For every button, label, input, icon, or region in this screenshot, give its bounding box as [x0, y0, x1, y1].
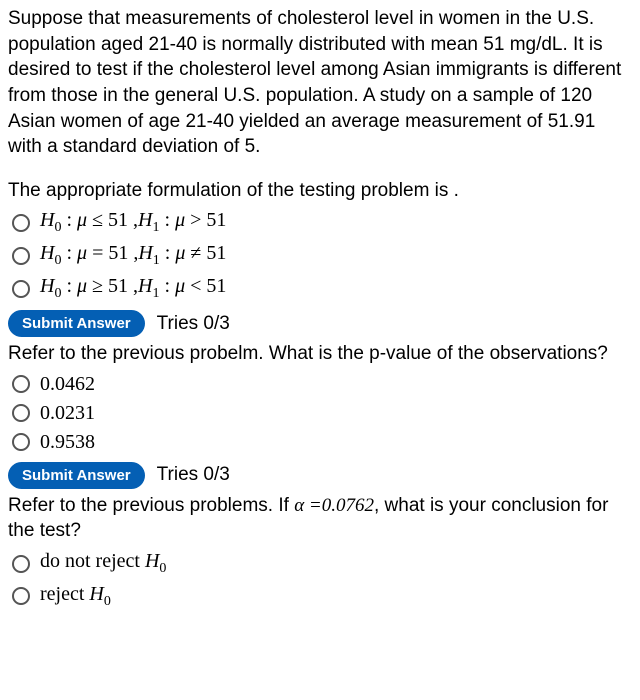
- q1-tries: Tries 0/3: [157, 311, 230, 337]
- q2-option-3[interactable]: 0.9538: [8, 429, 632, 456]
- q3-option-1[interactable]: do not reject H0: [8, 548, 632, 579]
- problem-intro: Suppose that measurements of cholesterol…: [8, 6, 632, 160]
- radio-icon: [12, 214, 30, 232]
- q1-submit-row: Submit Answer Tries 0/3: [8, 310, 632, 337]
- q2-prompt: Refer to the previous probelm. What is t…: [8, 341, 632, 367]
- q1-prompt: The appropriate formulation of the testi…: [8, 178, 632, 204]
- radio-icon: [12, 404, 30, 422]
- q1-submit-button[interactable]: Submit Answer: [8, 310, 145, 337]
- q2-tries: Tries 0/3: [157, 462, 230, 488]
- radio-icon: [12, 280, 30, 298]
- q3-prompt: Refer to the previous problems. If α =0.…: [8, 493, 632, 544]
- q2-option-2[interactable]: 0.0231: [8, 400, 632, 427]
- radio-icon: [12, 433, 30, 451]
- q2-option-1[interactable]: 0.0462: [8, 371, 632, 398]
- q1-option-2[interactable]: H0 : μ = 51 ,H1 : μ ≠ 51: [8, 240, 632, 271]
- q3-alpha: α =0.0762: [294, 495, 374, 516]
- q1-option-1-label: H0 : μ ≤ 51 ,H1 : μ > 51: [40, 207, 226, 238]
- q1-option-3[interactable]: H0 : μ ≥ 51 ,H1 : μ < 51: [8, 273, 632, 304]
- q3-prompt-prefix: Refer to the previous problems. If: [8, 495, 294, 516]
- q1-option-2-label: H0 : μ = 51 ,H1 : μ ≠ 51: [40, 240, 226, 271]
- radio-icon: [12, 587, 30, 605]
- q2-option-1-label: 0.0462: [40, 371, 95, 398]
- q2-option-3-label: 0.9538: [40, 429, 95, 456]
- q2-submit-row: Submit Answer Tries 0/3: [8, 462, 632, 489]
- radio-icon: [12, 247, 30, 265]
- q3-option-2[interactable]: reject H0: [8, 581, 632, 612]
- q2-option-2-label: 0.0231: [40, 400, 95, 427]
- radio-icon: [12, 555, 30, 573]
- q1-option-3-label: H0 : μ ≥ 51 ,H1 : μ < 51: [40, 273, 226, 304]
- q3-option-1-label: do not reject H0: [40, 548, 166, 579]
- radio-icon: [12, 375, 30, 393]
- q2-submit-button[interactable]: Submit Answer: [8, 462, 145, 489]
- q1-option-1[interactable]: H0 : μ ≤ 51 ,H1 : μ > 51: [8, 207, 632, 238]
- q3-option-2-label: reject H0: [40, 581, 111, 612]
